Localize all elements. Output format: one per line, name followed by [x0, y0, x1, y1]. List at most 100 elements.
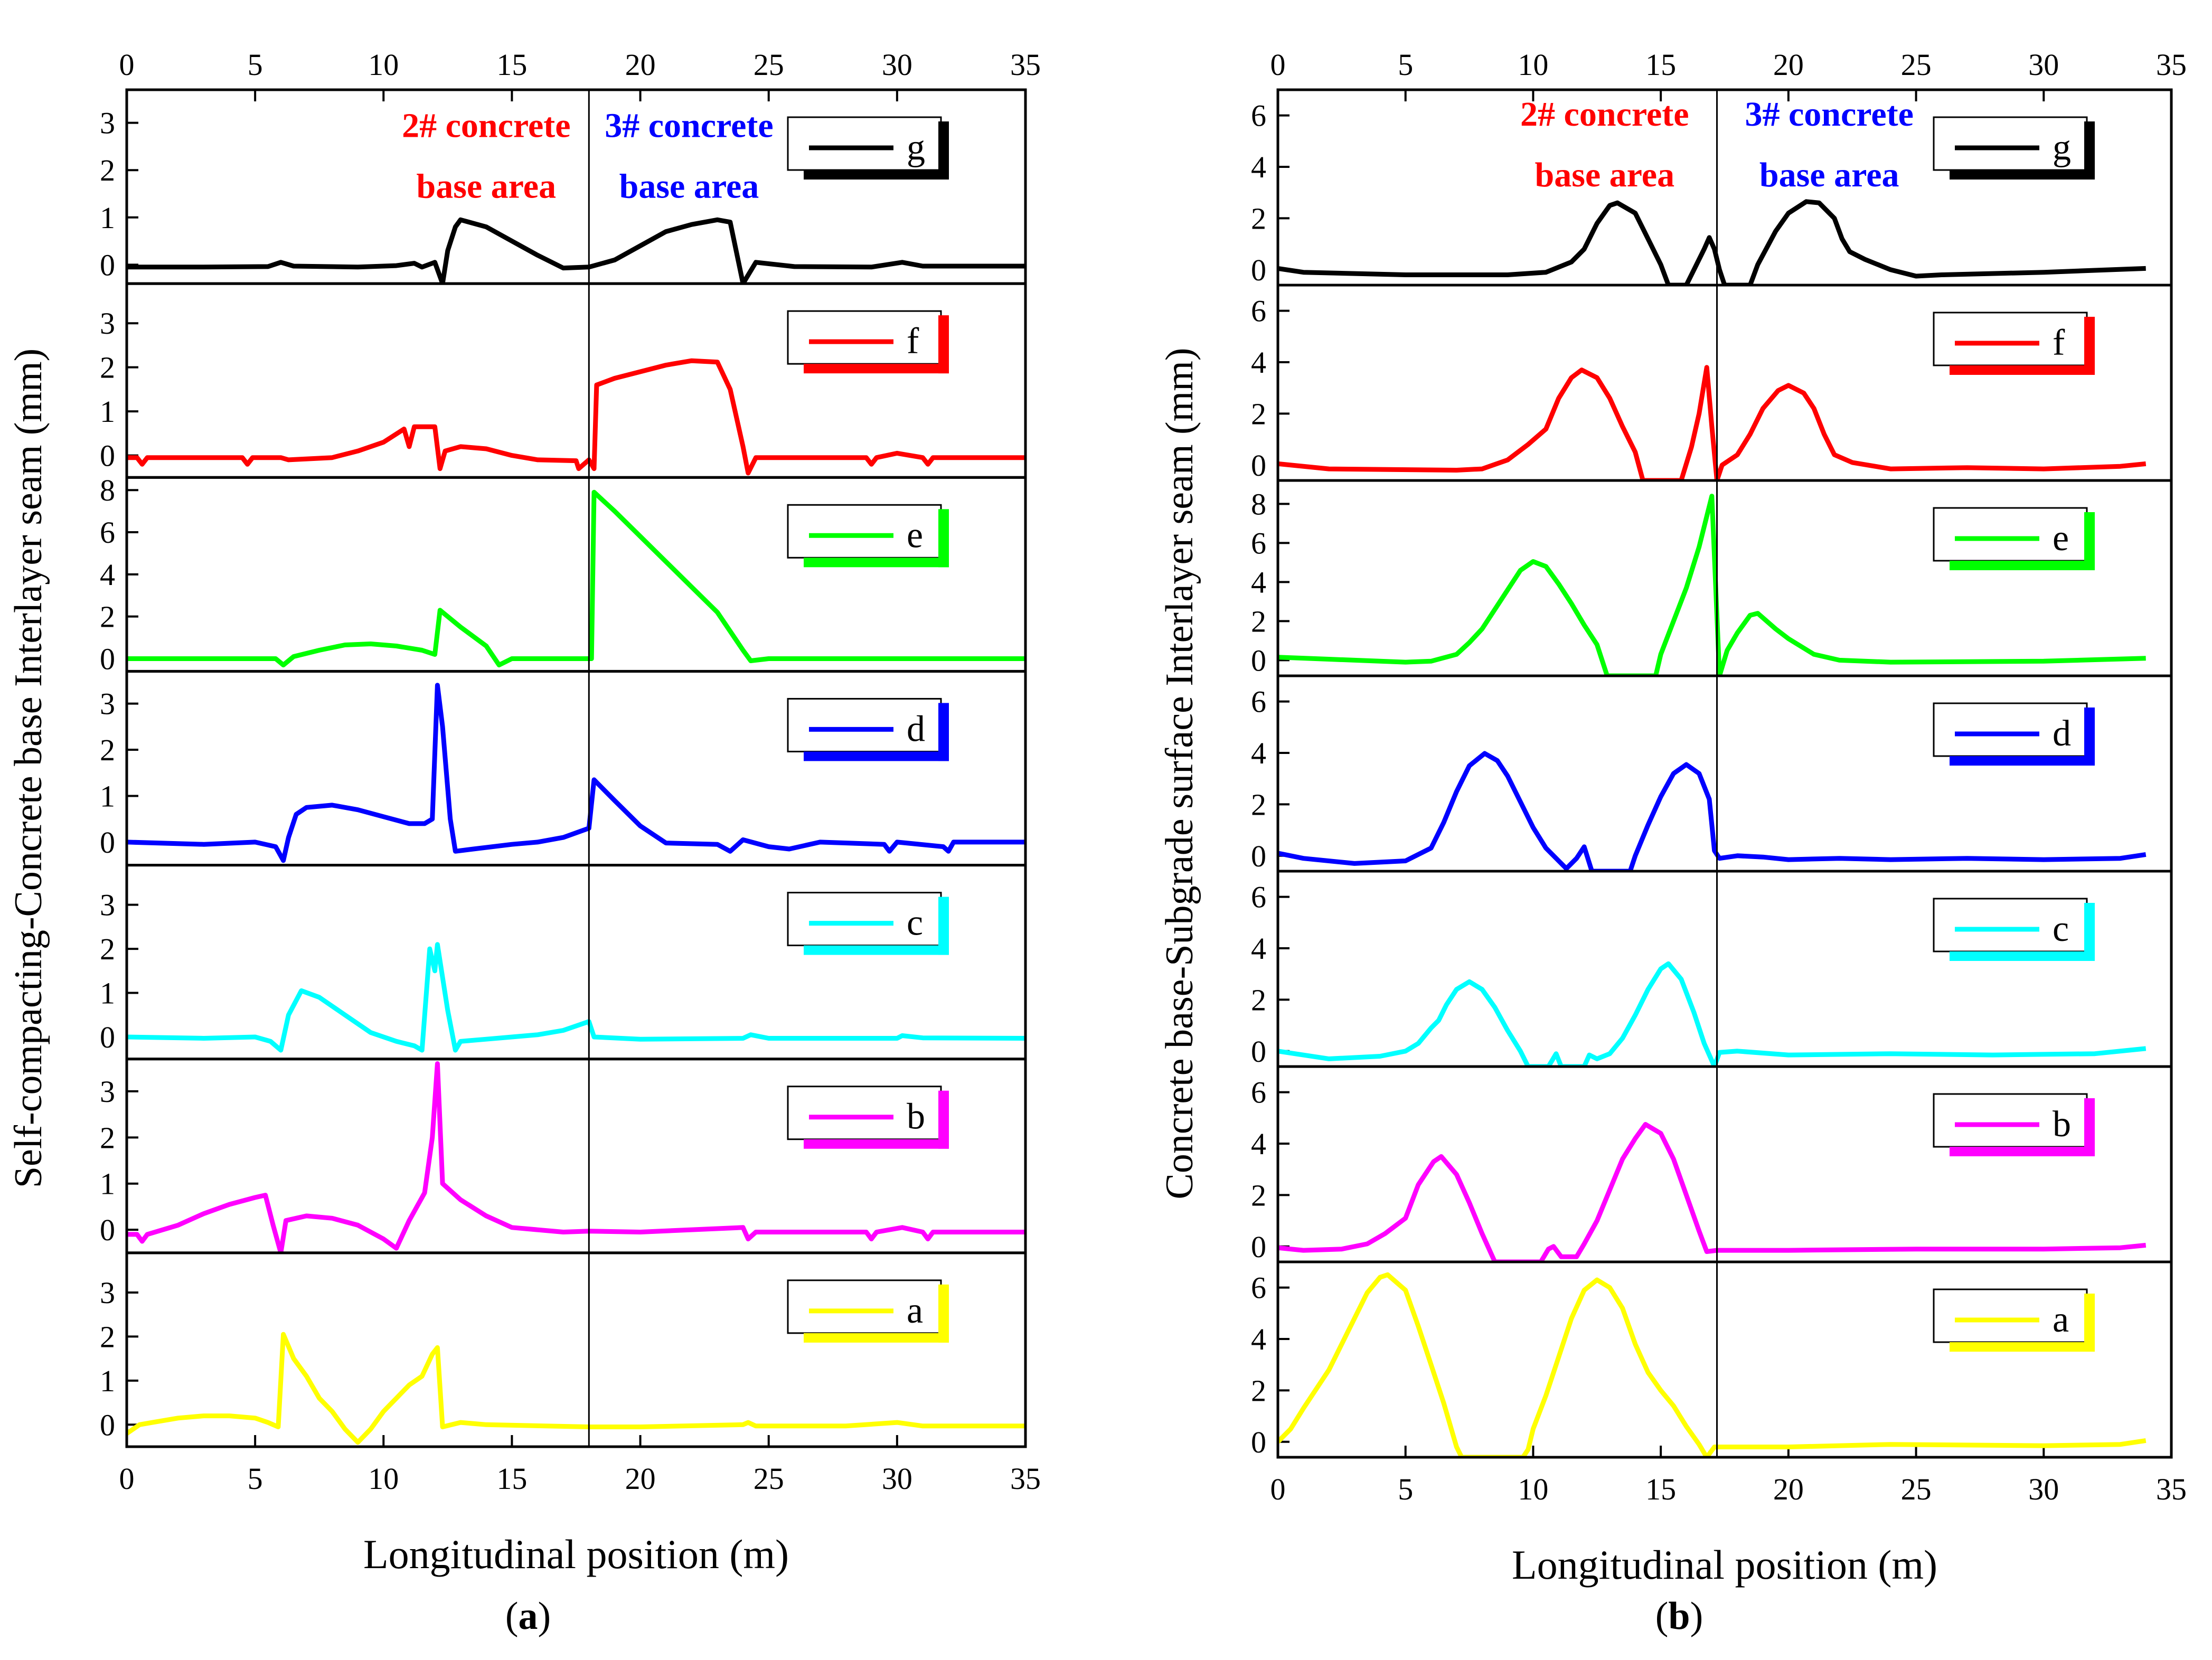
legend-shadow — [938, 897, 949, 955]
subplot-a: 0 2 4 6 a — [1251, 1260, 2173, 1459]
x-tick-label-top: 25 — [754, 48, 784, 82]
y-tick-label: 3 — [100, 306, 115, 341]
x-tick-label: 20 — [1773, 1472, 1804, 1506]
legend-shadow — [804, 558, 949, 568]
x-axis-label: Longitudinal position (m) — [1512, 1542, 1937, 1588]
y-tick-label: 8 — [100, 473, 115, 507]
series-line-e — [127, 489, 1025, 667]
legend-label: b — [2053, 1104, 2071, 1145]
y-axis-label: Concrete base-Subgrade surface Interlaye… — [1158, 348, 1201, 1200]
y-tick-label: 2 — [1251, 983, 1266, 1017]
legend-d: d — [787, 697, 949, 761]
y-tick-label: 2 — [1251, 1178, 1266, 1212]
x-tick-label: 10 — [1518, 1472, 1548, 1506]
legend-shadow — [2084, 708, 2095, 766]
y-tick-label: 0 — [1251, 1034, 1266, 1069]
annotation-line: base area — [1759, 156, 1899, 194]
x-tick-label-top: 35 — [2156, 48, 2187, 82]
x-tick-label-top: 5 — [1398, 48, 1413, 82]
legend-shadow — [804, 751, 949, 761]
x-tick-label-top: 20 — [625, 48, 656, 82]
y-tick-label: 4 — [1251, 931, 1266, 966]
y-tick-label: 2 — [100, 733, 115, 767]
y-tick-label: 4 — [100, 558, 115, 592]
x-tick-label: 0 — [119, 1461, 135, 1496]
legend-box — [1933, 702, 2088, 757]
legend-e: e — [1933, 507, 2095, 570]
legend-c: c — [1933, 898, 2095, 961]
y-tick-label: 8 — [1251, 487, 1266, 521]
legend-label: d — [2053, 713, 2071, 754]
y-tick-label: 0 — [1251, 1230, 1266, 1264]
legend-shadow — [804, 1333, 949, 1343]
y-axis-label: Self-compacting-Concrete base Interlayer… — [7, 348, 50, 1188]
y-tick-label: 2 — [100, 153, 115, 187]
legend-shadow — [804, 1139, 949, 1149]
y-tick-label: 3 — [100, 1276, 115, 1310]
legend-shadow — [2084, 512, 2095, 570]
subplot-f: 0 1 2 3 f — [100, 282, 1027, 479]
x-axis-label: Longitudinal position (m) — [363, 1531, 789, 1577]
subplot-d: 0 1 2 3 d — [100, 669, 1027, 867]
series-line-a — [127, 1332, 1025, 1445]
y-tick-label: 4 — [1251, 1127, 1266, 1161]
y-tick-label: 6 — [1251, 1076, 1266, 1110]
y-tick-label: 3 — [100, 106, 115, 140]
series-line-a — [1278, 1272, 2147, 1457]
x-tick-label: 15 — [496, 1461, 527, 1496]
legend-label: e — [907, 515, 923, 555]
x-tick-label: 25 — [1901, 1472, 1932, 1506]
subfigure-letter: a — [519, 1595, 538, 1638]
legend-b: b — [787, 1086, 949, 1149]
subplot-e: 0 2 4 6 8 e — [1251, 479, 2173, 677]
legend-shadow — [1950, 170, 2095, 180]
legend-label: a — [907, 1290, 923, 1331]
y-tick-label: 2 — [1251, 787, 1266, 822]
legend-shadow — [1950, 951, 2095, 961]
y-tick-label: 1 — [100, 201, 115, 235]
x-tick-label: 15 — [1645, 1472, 1676, 1506]
y-tick-label: 2 — [1251, 397, 1266, 431]
subplot-frame — [1276, 1260, 2173, 1459]
x-tick-label-top: 30 — [2028, 48, 2059, 82]
legend-shadow — [938, 509, 949, 568]
series-line-e — [1278, 494, 2146, 676]
y-tick-label: 2 — [1251, 604, 1266, 638]
y-tick-label: 0 — [100, 1408, 115, 1442]
y-tick-label: 2 — [1251, 201, 1266, 235]
y-tick-label: 0 — [100, 248, 115, 282]
legend-label: f — [2053, 323, 2065, 363]
legend-label: e — [2053, 518, 2069, 559]
annotation-area-1: 3# concrete base area — [605, 107, 773, 206]
y-tick-label: 1 — [100, 976, 115, 1011]
x-tick-label-top: 20 — [1773, 48, 1804, 82]
y-tick-label: 3 — [100, 687, 115, 721]
x-tick-label: 0 — [1270, 1472, 1286, 1506]
x-tick-label-top: 15 — [496, 48, 527, 82]
series-line-g — [127, 217, 1025, 284]
series-line-b — [127, 1061, 1025, 1253]
legend-shadow — [1950, 1147, 2095, 1156]
legend-label: b — [907, 1097, 925, 1137]
y-tick-label: 0 — [1251, 643, 1266, 677]
y-tick-label: 3 — [100, 1074, 115, 1109]
annotation-line: 2# concrete — [1520, 95, 1689, 134]
series-line-c — [1278, 961, 2147, 1067]
y-tick-label: 4 — [1251, 150, 1266, 184]
legend-shadow — [1950, 1342, 2095, 1352]
y-tick-label: 0 — [100, 642, 115, 676]
x-tick-label-top: 10 — [368, 48, 399, 82]
subfigure-letter: b — [1668, 1595, 1690, 1638]
subplot-f: 0 2 4 6 f — [1251, 284, 2173, 483]
legend-shadow — [804, 170, 949, 180]
y-tick-label: 2 — [100, 600, 115, 634]
legend-shadow — [938, 1284, 949, 1343]
y-tick-label: 1 — [100, 1364, 115, 1398]
subplot-a: 0 1 2 3 a — [100, 1251, 1027, 1448]
legend-e: e — [787, 504, 949, 568]
legend-c: c — [787, 892, 949, 955]
series-line-b — [1278, 1122, 2147, 1262]
y-tick-label: 6 — [1251, 1271, 1266, 1305]
series-line-f — [1278, 365, 2147, 480]
